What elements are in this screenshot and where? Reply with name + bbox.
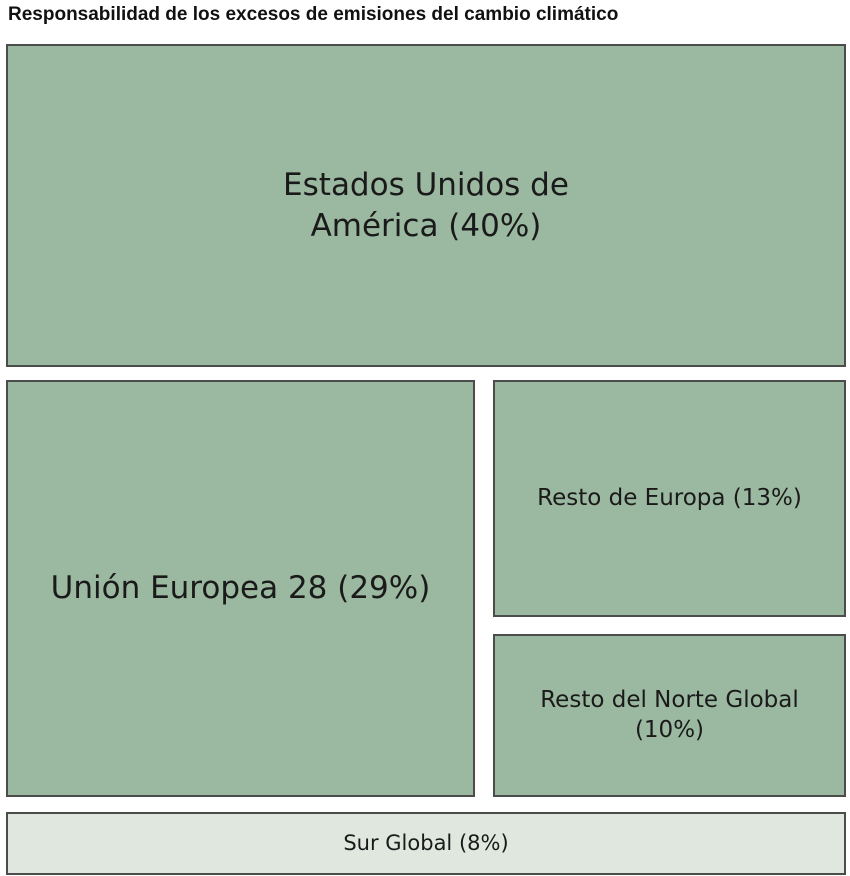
treemap-cell: Estados Unidos de América (40%) [6,44,846,367]
chart-title: Responsabilidad de los excesos de emisio… [8,4,619,25]
cell-label: Resto de Europa (13%) [537,484,802,511]
treemap-cell: Resto del Norte Global (10%) [493,634,846,797]
cell-label: Sur Global (8%) [343,830,509,855]
cell-label: Resto del Norte Global (10%) [540,686,799,743]
cell-label: Estados Unidos de América (40%) [283,167,569,244]
treemap-cell: Unión Europea 28 (29%) [6,380,475,797]
treemap-cell: Sur Global (8%) [6,812,846,875]
treemap-cell: Resto de Europa (13%) [493,380,846,617]
cell-label: Unión Europea 28 (29%) [50,570,431,607]
